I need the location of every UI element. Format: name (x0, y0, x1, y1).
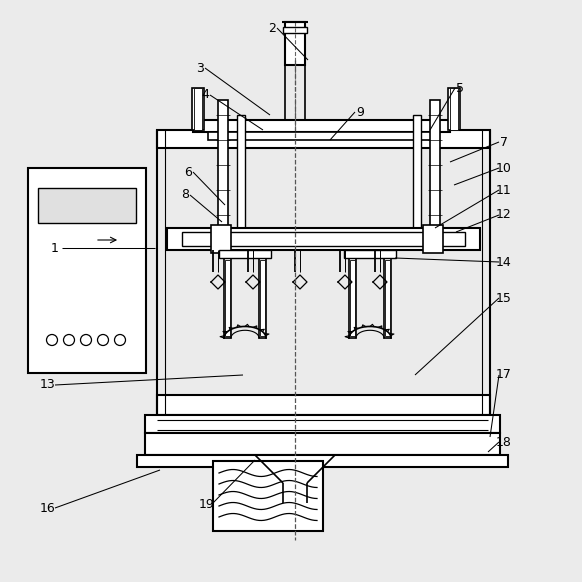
Bar (237, 115, 245, 245)
Text: 9: 9 (356, 105, 364, 119)
Bar (38, 188, 136, 223)
Bar (448, 88, 460, 130)
Bar (385, 260, 390, 336)
Bar (260, 260, 265, 336)
Bar (349, 258, 356, 338)
Text: 12: 12 (496, 208, 512, 222)
Bar (344, 250, 396, 258)
Bar (423, 225, 443, 253)
Bar (430, 100, 440, 250)
Text: 10: 10 (496, 161, 512, 175)
Bar (194, 88, 202, 130)
Text: 14: 14 (496, 255, 512, 268)
Text: 11: 11 (496, 183, 512, 197)
Bar (208, 132, 435, 140)
Bar (211, 225, 231, 253)
Bar (224, 258, 231, 338)
Bar (225, 260, 230, 336)
Bar (285, 22, 305, 65)
Bar (145, 415, 500, 433)
Bar (137, 455, 508, 467)
Bar (283, 27, 307, 33)
Bar (182, 232, 465, 246)
Bar (157, 395, 490, 415)
Bar (413, 115, 421, 245)
Bar (157, 130, 490, 148)
Text: 5: 5 (456, 81, 464, 94)
Text: 15: 15 (496, 292, 512, 304)
Bar (213, 461, 323, 531)
Bar (259, 258, 266, 338)
Bar (450, 88, 458, 130)
Text: 6: 6 (184, 165, 192, 179)
Bar (28, 168, 146, 373)
Text: 17: 17 (496, 368, 512, 381)
Text: 1: 1 (51, 242, 59, 254)
Text: 8: 8 (181, 189, 189, 201)
Bar (167, 228, 480, 250)
Bar (192, 88, 204, 130)
Text: 18: 18 (496, 435, 512, 449)
Bar (218, 100, 228, 250)
Bar (145, 433, 500, 455)
Bar (193, 120, 450, 132)
Text: 4: 4 (201, 88, 209, 101)
Text: 3: 3 (196, 62, 204, 74)
Text: 13: 13 (40, 378, 56, 392)
Bar (219, 250, 271, 258)
Text: 2: 2 (268, 22, 276, 34)
Text: 16: 16 (40, 502, 56, 514)
Bar (350, 260, 355, 336)
Bar (384, 258, 391, 338)
Text: 19: 19 (199, 498, 215, 510)
Text: 7: 7 (500, 136, 508, 148)
